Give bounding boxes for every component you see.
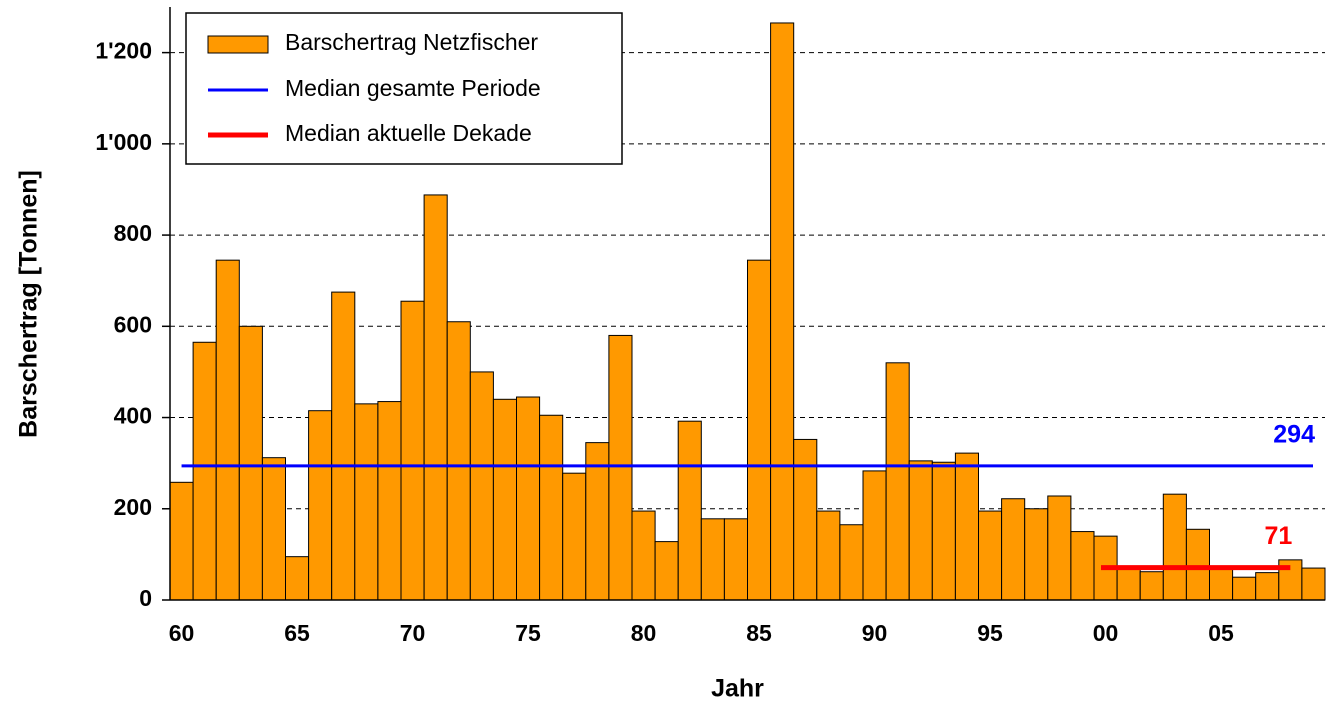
- bar: [1139, 571, 1164, 601]
- bar: [862, 470, 887, 601]
- bar: [908, 460, 933, 601]
- bar: [885, 362, 910, 601]
- bar: [723, 518, 749, 601]
- bar: [377, 401, 402, 601]
- bar: [308, 410, 333, 601]
- legend-label: Barschertrag Netzfischer: [285, 29, 538, 55]
- bar: [677, 420, 702, 601]
- x-tick-label: 85: [746, 620, 772, 646]
- bar: [954, 452, 980, 601]
- bar: [539, 414, 564, 601]
- bar: [770, 22, 795, 601]
- bar: [1209, 568, 1234, 601]
- bar: [261, 457, 286, 601]
- bar: [747, 259, 772, 601]
- x-tick-label: 90: [862, 620, 888, 646]
- bar: [1162, 493, 1187, 601]
- y-tick-label: 600: [114, 311, 152, 337]
- x-tick-label: 75: [515, 620, 541, 646]
- bar: [446, 321, 471, 601]
- y-tick-label: 0: [139, 585, 152, 611]
- bar: [238, 325, 263, 601]
- x-tick-label: 80: [631, 620, 657, 646]
- y-axis-label: Barschertrag [Tonnen]: [15, 170, 43, 438]
- y-tick-label: 1'200: [95, 38, 152, 64]
- y-tick-label: 800: [114, 220, 152, 246]
- y-tick-label: 200: [114, 494, 152, 520]
- bar: [654, 541, 679, 601]
- bar: [839, 524, 864, 601]
- bar: [793, 438, 818, 601]
- bar: [169, 481, 194, 601]
- x-tick-label: 00: [1093, 620, 1119, 646]
- x-tick-label: 95: [977, 620, 1003, 646]
- legend-swatch: [207, 35, 269, 54]
- bar: [1232, 576, 1257, 601]
- bar: [423, 194, 448, 601]
- bar: [492, 398, 517, 601]
- bar: [215, 259, 240, 601]
- x-axis-label: Jahr: [711, 675, 764, 703]
- bar: [354, 403, 379, 601]
- bar: [931, 461, 956, 601]
- bar: [400, 300, 425, 601]
- bar: [700, 518, 725, 601]
- legend-label: Median gesamte Periode: [285, 75, 541, 101]
- bar: [469, 371, 494, 601]
- y-tick-label: 400: [114, 403, 152, 429]
- x-tick-label: 70: [400, 620, 426, 646]
- bar: [1185, 528, 1211, 601]
- bar: [608, 334, 633, 601]
- bar: [516, 396, 541, 601]
- legend: Barschertrag Netzfischer Median gesamte P…: [185, 12, 623, 165]
- bar: [285, 556, 310, 601]
- bar: [1116, 567, 1141, 601]
- bar: [1255, 572, 1280, 601]
- bar: [1301, 567, 1326, 601]
- bar: [816, 510, 841, 601]
- bar: [631, 510, 656, 601]
- bar: [1047, 495, 1072, 601]
- x-tick-label: 65: [284, 620, 310, 646]
- bar: [978, 510, 1003, 601]
- bar: [1070, 531, 1095, 601]
- bar: [1024, 508, 1049, 601]
- legend-label: Median aktuelle Dekade: [285, 120, 532, 146]
- median-label: 71: [1265, 522, 1293, 550]
- y-tick-label: 1'000: [95, 129, 152, 155]
- bar: [331, 291, 356, 601]
- x-tick-label: 05: [1208, 620, 1234, 646]
- bar: [192, 341, 217, 601]
- x-tick-label: 60: [169, 620, 195, 646]
- bar: [1001, 498, 1026, 601]
- median-label: 294: [1273, 421, 1315, 449]
- bar: [562, 472, 587, 601]
